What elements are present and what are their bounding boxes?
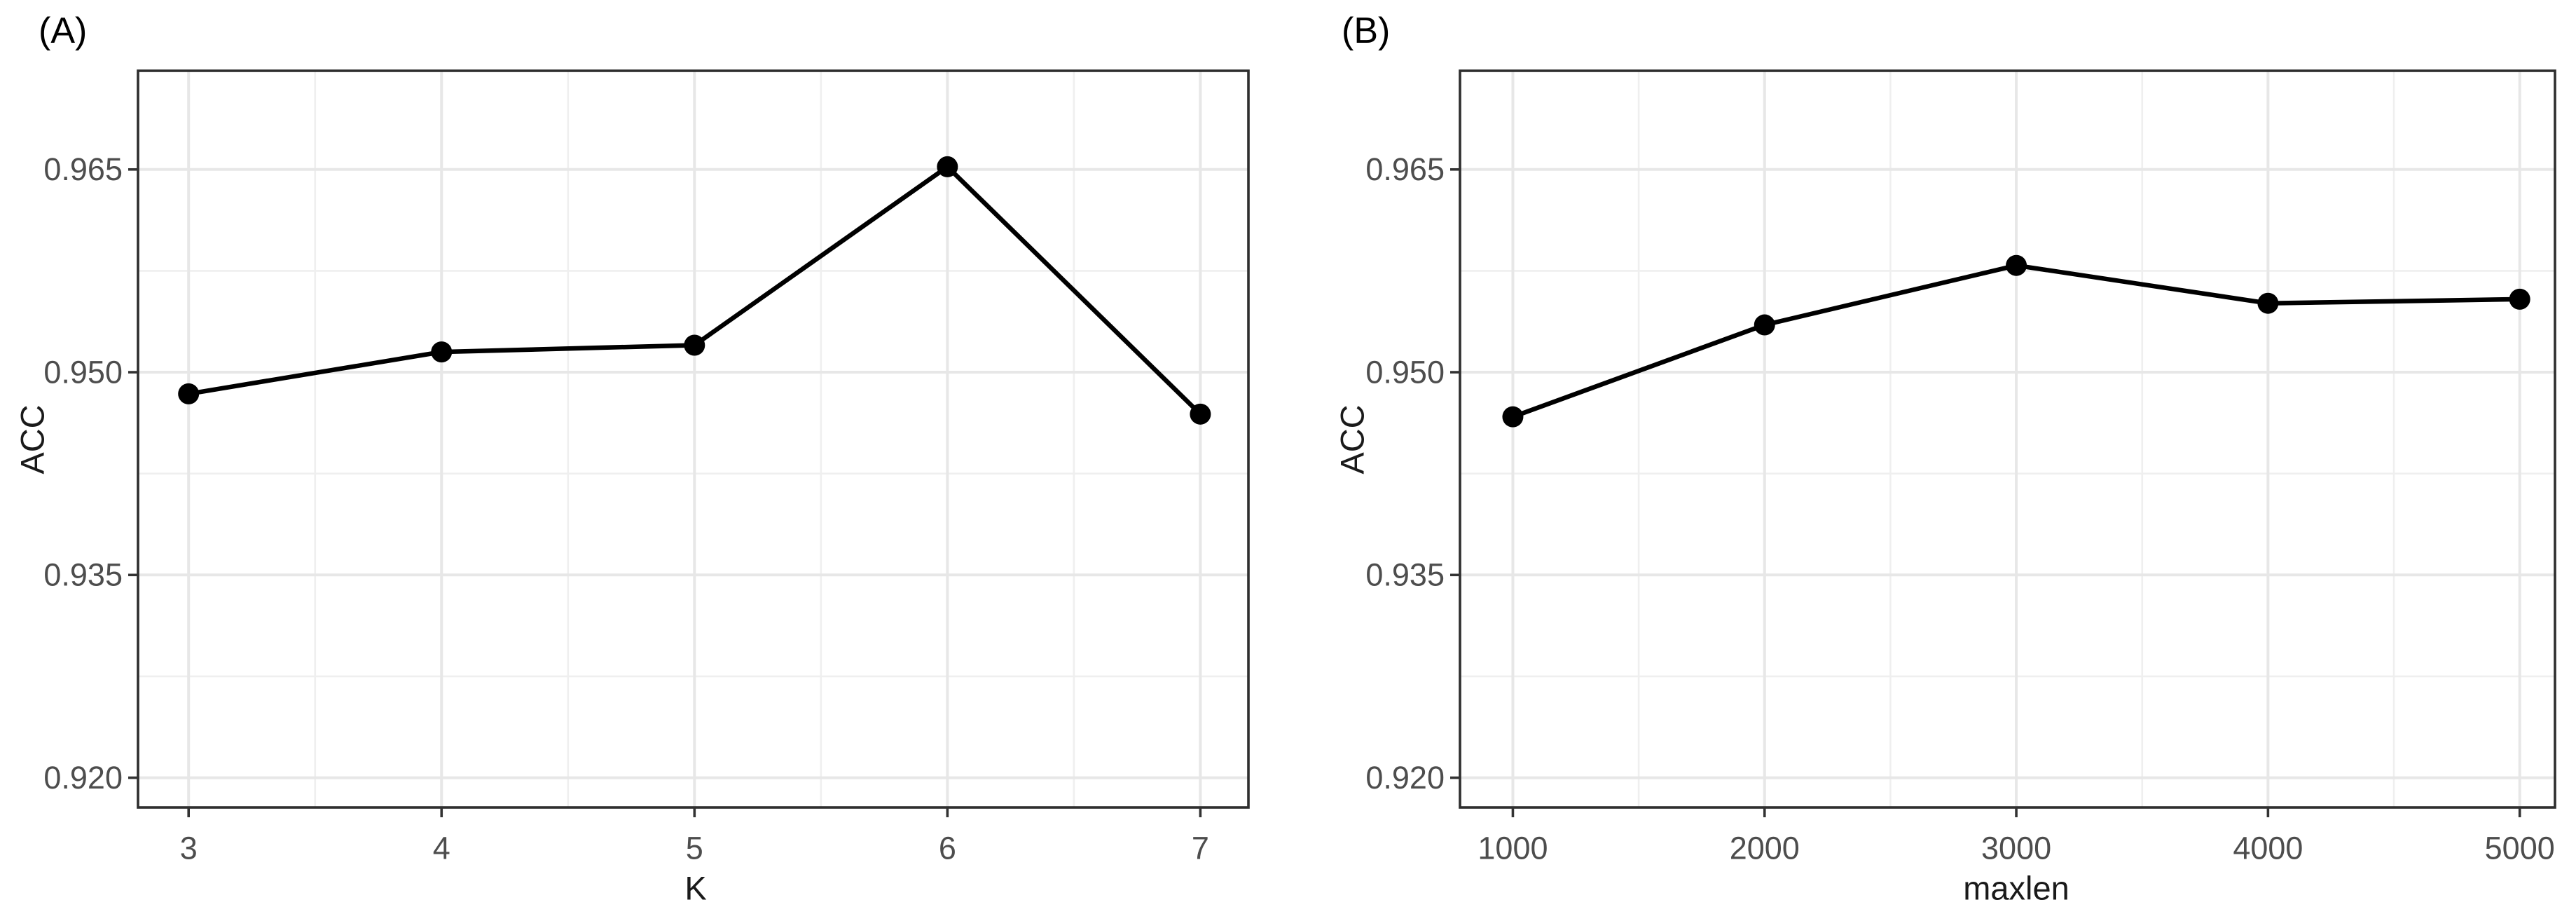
x-tick-label: 6 [939,830,956,866]
data-point [1502,406,1524,428]
data-point [684,334,705,356]
panel-a-label: (A) [39,11,88,51]
panel-a-plot: 0.965 0.950 0.935 0.920 3 4 5 6 7 [43,69,1250,866]
panel-a-x-axis-title: K [684,869,707,907]
panel-b-label: (B) [1342,11,1391,51]
y-tick-label: 0.950 [43,354,123,390]
data-point [2509,288,2530,310]
data-point [431,341,453,363]
x-tick-label: 7 [1192,830,1209,866]
y-tick-label: 0.965 [43,151,123,187]
panel-border [137,69,1250,809]
panel-border [1459,69,2556,809]
x-tick-label: 1000 [1478,830,1548,866]
y-tick-label: 0.950 [1365,354,1445,390]
panel-b-x-axis-title: maxlen [1963,869,2069,907]
data-point [1754,314,1775,336]
data-point [2257,292,2279,314]
data-point [2006,254,2027,276]
y-tick-label: 0.920 [43,760,123,796]
y-tick-label: 0.935 [43,557,123,593]
panel-b-plot: 0.965 0.950 0.935 0.920 1000 2000 3000 4000 5000 [1365,69,2556,866]
x-tick-label: 3000 [1981,830,2051,866]
data-point [1190,403,1211,425]
panel-a-y-axis-title: ACC [13,404,51,475]
x-tick-label: 5000 [2485,830,2555,866]
y-tick-label: 0.920 [1365,760,1445,796]
x-tick-label: 4000 [2233,830,2303,866]
x-tick-label: 4 [433,830,450,866]
x-tick-label: 3 [180,830,198,866]
data-point [178,383,200,404]
x-tick-label: 2000 [1730,830,1800,866]
x-tick-label: 5 [686,830,703,866]
panel-b-y-axis-title: ACC [1333,404,1371,475]
data-point [937,156,958,177]
y-tick-label: 0.965 [1365,151,1445,187]
y-tick-label: 0.935 [1365,557,1445,593]
